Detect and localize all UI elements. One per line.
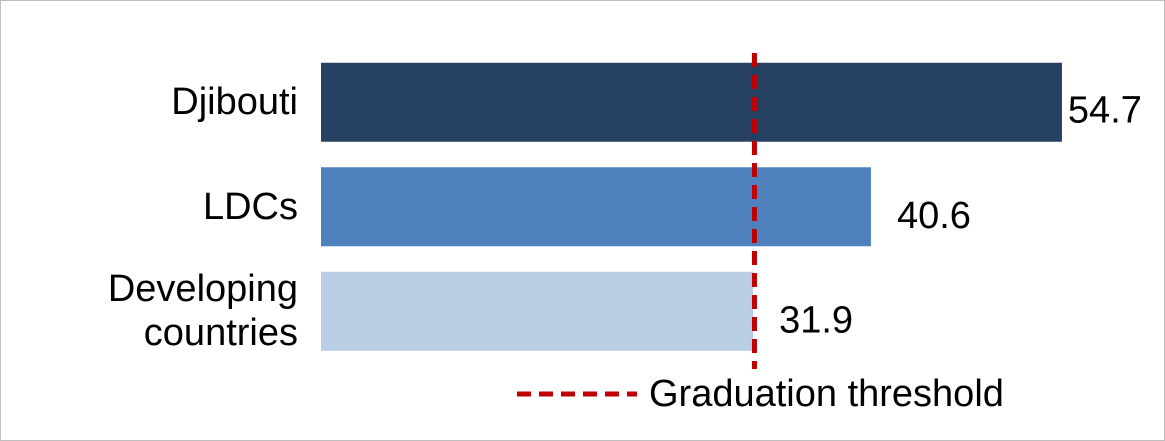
bar	[321, 167, 871, 247]
value-label: 54.7	[1068, 89, 1142, 131]
category-label: Djibouti	[171, 81, 298, 124]
category-label: Developing countries	[107, 268, 298, 355]
value-label: 31.9	[779, 299, 853, 341]
bar	[321, 62, 1062, 142]
category-label: LDCs	[202, 185, 298, 228]
value-label: 40.6	[897, 195, 971, 237]
bar	[321, 271, 754, 351]
legend-label: Graduation threshold	[649, 373, 1004, 415]
